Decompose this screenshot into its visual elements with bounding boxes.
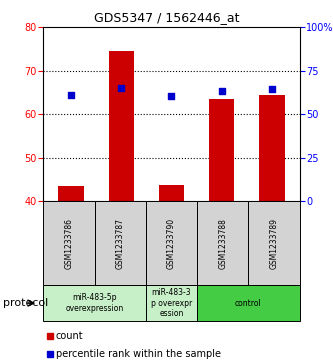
Text: GSM1233786: GSM1233786	[64, 218, 74, 269]
Bar	[259, 95, 285, 201]
Bar	[159, 185, 184, 201]
Text: protocol: protocol	[3, 298, 49, 308]
Bar	[209, 99, 234, 201]
Bar	[109, 51, 134, 201]
Text: GSM1233789: GSM1233789	[269, 218, 279, 269]
Point	[119, 85, 124, 91]
Text: percentile rank within the sample: percentile rank within the sample	[56, 349, 221, 359]
Point	[169, 93, 174, 99]
Bar	[58, 186, 84, 201]
Text: count: count	[56, 331, 84, 341]
Text: GSM1233788: GSM1233788	[218, 218, 227, 269]
Point	[269, 86, 275, 92]
Text: GDS5347 / 1562446_at: GDS5347 / 1562446_at	[94, 11, 239, 24]
Text: miR-483-3
p overexpr
ession: miR-483-3 p overexpr ession	[151, 288, 192, 318]
Text: miR-483-5p
overexpression: miR-483-5p overexpression	[66, 293, 124, 313]
Text: GSM1233790: GSM1233790	[167, 218, 176, 269]
Point	[68, 92, 74, 98]
Point	[219, 88, 224, 94]
Text: control: control	[235, 299, 262, 307]
Text: GSM1233787: GSM1233787	[116, 218, 125, 269]
